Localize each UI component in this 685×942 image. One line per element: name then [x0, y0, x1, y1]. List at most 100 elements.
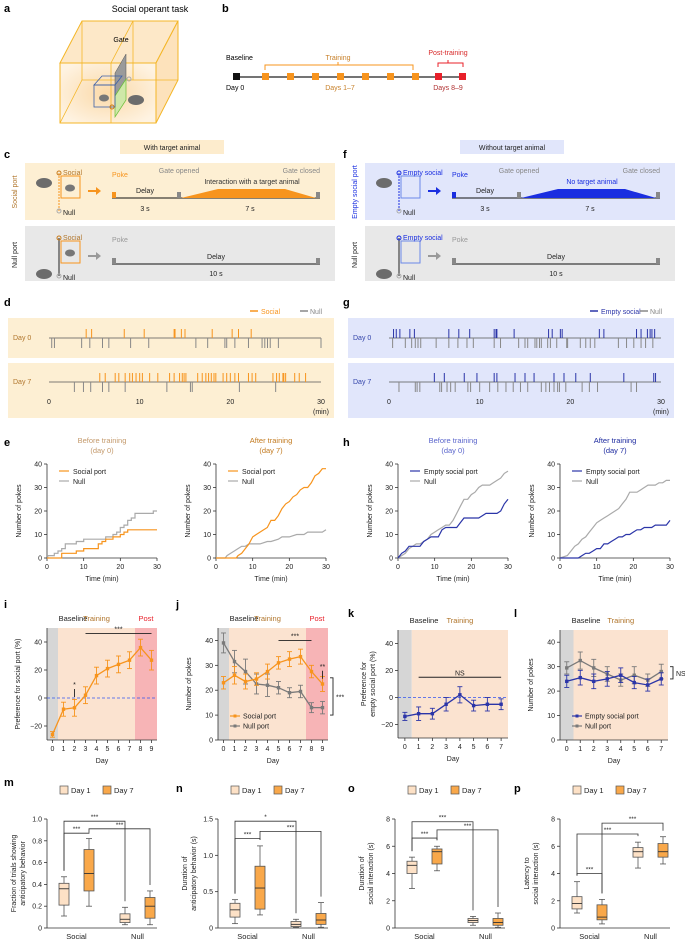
phase-label: Training — [607, 616, 634, 625]
social-port-label: Social — [63, 170, 83, 177]
data-point — [105, 666, 110, 671]
plot-title: After training — [594, 436, 637, 445]
panel-a-title: Social operant task — [112, 4, 189, 14]
phase-background-training — [411, 630, 508, 738]
y-tick-label: −20 — [381, 722, 393, 729]
data-point — [243, 669, 248, 674]
x-tick-label: 6 — [117, 746, 121, 753]
post-day-marker — [459, 73, 466, 80]
x-tick-label: 30 — [657, 399, 665, 406]
subject-mouse-icon — [36, 178, 52, 188]
phase-label: Post — [309, 614, 325, 623]
legend-marker — [575, 714, 579, 718]
x-axis-label: Day — [608, 758, 621, 765]
interaction-label: Interaction with a target animal — [204, 179, 300, 186]
legend-label: Social port — [243, 714, 276, 721]
x-tick-label: 0 — [45, 564, 49, 571]
row1-label: Empty social port — [352, 165, 359, 219]
panel-label-p: p — [514, 783, 521, 795]
data-point — [320, 705, 325, 710]
gate-closed-label: Gate closed — [283, 168, 320, 175]
legend-label: Social — [261, 309, 281, 316]
row2-background — [365, 226, 675, 281]
panel-label-a: a — [4, 3, 11, 15]
y-tick-label: 0.6 — [32, 860, 42, 867]
data-point — [232, 673, 237, 677]
data-point — [485, 702, 490, 706]
delay-duration: 10 s — [549, 271, 563, 278]
post-day-marker — [435, 73, 442, 80]
series-line — [566, 674, 662, 686]
y-tick-label: 30 — [547, 664, 555, 671]
y-tick-label: 0 — [389, 695, 393, 702]
y-tick-label: 40 — [385, 462, 393, 469]
significance-label: * — [264, 814, 267, 821]
x-tick-label: 30 — [504, 564, 512, 571]
box-null-day7 — [657, 843, 669, 858]
box-null-day7 — [144, 897, 156, 919]
significance-bracket — [436, 829, 499, 908]
x-tick-label: 5 — [277, 746, 281, 753]
legend-label: Null port — [585, 724, 611, 731]
y-axis-label: Fraction of trials showing — [11, 835, 18, 913]
data-point — [243, 679, 248, 684]
panel-a-schematic: Social operant task Gate — [59, 4, 189, 124]
panel-p-boxplot: Day 1 Day 7 0 2 4 6 8 Social Null Latency to socia… — [524, 785, 670, 941]
phase-label: Training — [83, 614, 110, 623]
category-label: Null — [302, 932, 315, 941]
x-axis-label: Time (min) — [254, 576, 287, 583]
legend-label: Day 1 — [419, 786, 439, 795]
panel-label-i: i — [4, 599, 7, 611]
legend-label: Day 1 — [242, 786, 262, 795]
x-tick-label: 2 — [430, 744, 434, 751]
gate-close-marker — [316, 192, 320, 198]
training-day-marker — [262, 73, 269, 80]
x-tick-label: 9 — [321, 746, 325, 753]
data-point — [659, 677, 663, 681]
y-tick-label: 20 — [205, 688, 213, 695]
legend-marker — [233, 724, 237, 728]
x-tick-label: 20 — [116, 564, 124, 571]
data-point — [276, 686, 281, 690]
legend-label: Null — [310, 309, 323, 316]
legend-swatch-day7 — [102, 785, 112, 795]
significance-bracket — [330, 677, 334, 716]
schematic-header: Without target animal — [479, 145, 546, 152]
post-training-label: Post-training — [428, 50, 467, 57]
y-tick-label: 0.5 — [203, 889, 213, 896]
training-day-marker — [412, 73, 419, 80]
data-point — [83, 693, 88, 697]
x-tick-label: 3 — [84, 746, 88, 753]
significance-label: NS — [455, 670, 465, 677]
panel-h-after-plot: After training(day 7) 0 10 20 30 40 0 10 20 30 Tim… — [529, 436, 674, 583]
x-axis-label: Day — [96, 758, 109, 765]
data-point — [298, 689, 303, 694]
significance-label: NS — [676, 671, 685, 678]
panel-h-before-plot: Before training(day 0) 0 10 20 30 40 0 10 20 30 Ti… — [367, 436, 512, 583]
y-axis-label: anticipatory behavior (s) — [191, 836, 198, 911]
y-tick-label: 30 — [34, 485, 42, 492]
y-tick-label: −20 — [30, 724, 42, 731]
data-point — [61, 707, 66, 711]
training-day-marker — [312, 73, 319, 80]
x-tick-label: 5 — [472, 744, 476, 751]
significance-bracket — [576, 833, 639, 876]
panel-o-boxplot: Day 1 Day 7 0 2 4 6 8 Social Null Duration of soci… — [359, 785, 505, 941]
null-port-icon — [56, 273, 62, 279]
category-label: Social — [414, 932, 435, 941]
y-tick-label: 10 — [34, 532, 42, 539]
interaction-area — [181, 189, 316, 198]
y-tick-label: 20 — [34, 509, 42, 516]
poke-marker — [112, 192, 116, 198]
panel-label-c: c — [4, 149, 10, 161]
legend-label: Social port — [73, 469, 106, 476]
phase-background-baseline — [398, 630, 412, 738]
data-point — [430, 712, 435, 716]
significance-label: ** — [320, 664, 326, 671]
y-axis-label: social interaction (s) — [368, 842, 375, 904]
y-axis-label: Number of pokes — [529, 484, 536, 538]
delay-duration: 10 s — [209, 271, 223, 278]
day0-label: Day 0 — [226, 85, 244, 92]
header-box — [120, 140, 224, 154]
x-tick-label: 30 — [322, 564, 330, 571]
